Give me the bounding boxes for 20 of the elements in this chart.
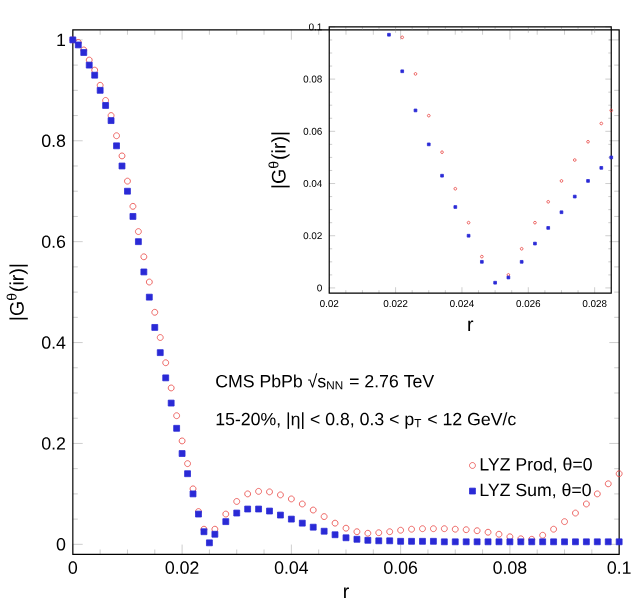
legend-label: LYZ Prod, θ=0 [480,457,592,473]
y-tick-label: 0 [56,537,66,551]
annotation: 15-20%, |η| < 0.8, 0.3 < p$_{T}$ < 12 GeV/c [216,412,516,429]
x-tick-label: 0.06 [384,561,418,574]
y-axis-title: |G$^{θ}$(ir)| [6,264,28,320]
x-tick-label: 0.1 [607,561,631,574]
x-tick-label: 0.02 [165,561,199,574]
y-tick-label: 0.2 [41,436,65,450]
legend-label: LYZ Sum, θ=0 [480,482,591,499]
x-tick-label: 0.04 [274,561,309,574]
y-tick-label: 0.8 [41,134,66,147]
y-tick-label: 0.6 [41,235,66,248]
y-axis-title: |G$^{θ}$(ir)| [268,132,290,188]
y-tick-label: 0.4 [41,336,66,349]
x-tick-label: 0.08 [493,561,527,574]
x-axis-title: r [344,587,349,598]
annotation: CMS PbPb √s$_{NN}$ = 2.76 TeV [216,373,435,390]
y-tick-label: 1 [57,33,66,46]
x-axis-title: r [468,320,474,331]
x-tick-label: 0 [68,561,78,574]
